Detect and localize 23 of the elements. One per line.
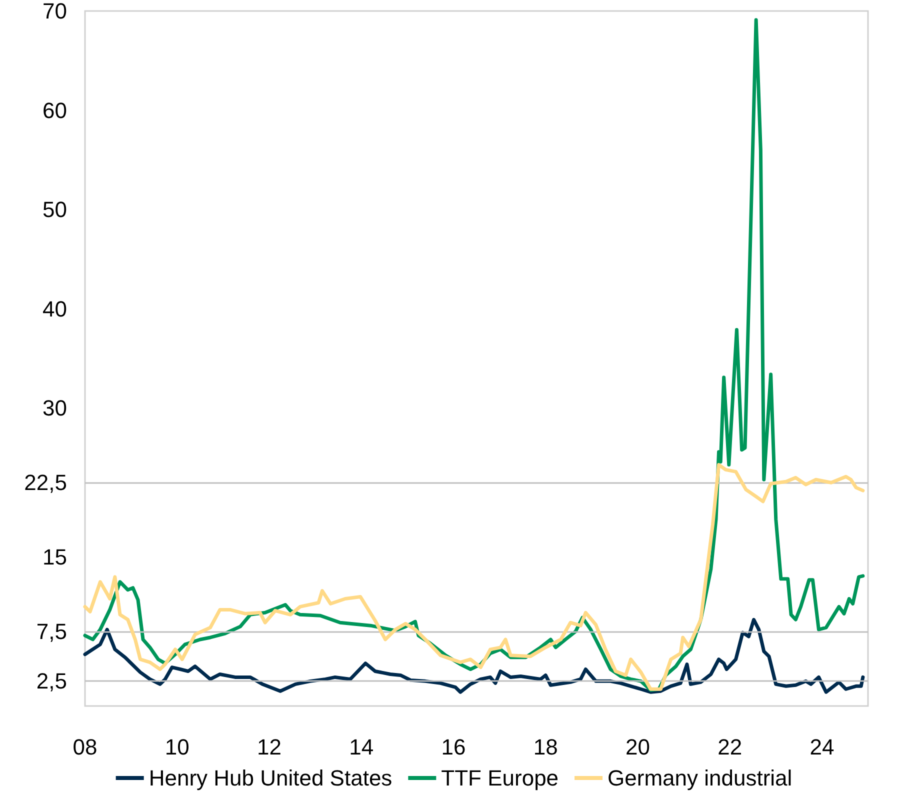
y-tick-label: 7,5 — [36, 619, 67, 644]
y-tick-label: 60 — [42, 98, 67, 123]
x-tick-label: 16 — [441, 734, 466, 760]
x-tick-label: 22 — [718, 734, 742, 760]
line-series — [83, 618, 865, 694]
x-tick-label: 12 — [256, 734, 282, 760]
y-tick-label: 40 — [42, 296, 67, 322]
x-tick-label: 14 — [349, 734, 374, 760]
x-tick-label: 24 — [810, 734, 834, 760]
y-tick-label: 15 — [42, 544, 67, 570]
line-series — [83, 462, 865, 691]
x-tick-label: 18 — [533, 734, 558, 760]
legend-label: Henry Hub United States — [148, 766, 392, 790]
y-tick-label: 50 — [42, 197, 67, 222]
x-tick-label: 20 — [625, 734, 650, 760]
x-tick-label: 08 — [72, 734, 98, 760]
x-tick-label: 10 — [164, 734, 190, 760]
y-tick-label: 22,5 — [24, 470, 67, 496]
legend-label: Germany industrial — [608, 766, 792, 790]
y-tick-label: 2,5 — [36, 668, 67, 694]
y-tick-label: 30 — [42, 396, 67, 421]
legend-label: TTF Europe — [441, 766, 559, 790]
y-tick-label: 70 — [42, 0, 67, 24]
